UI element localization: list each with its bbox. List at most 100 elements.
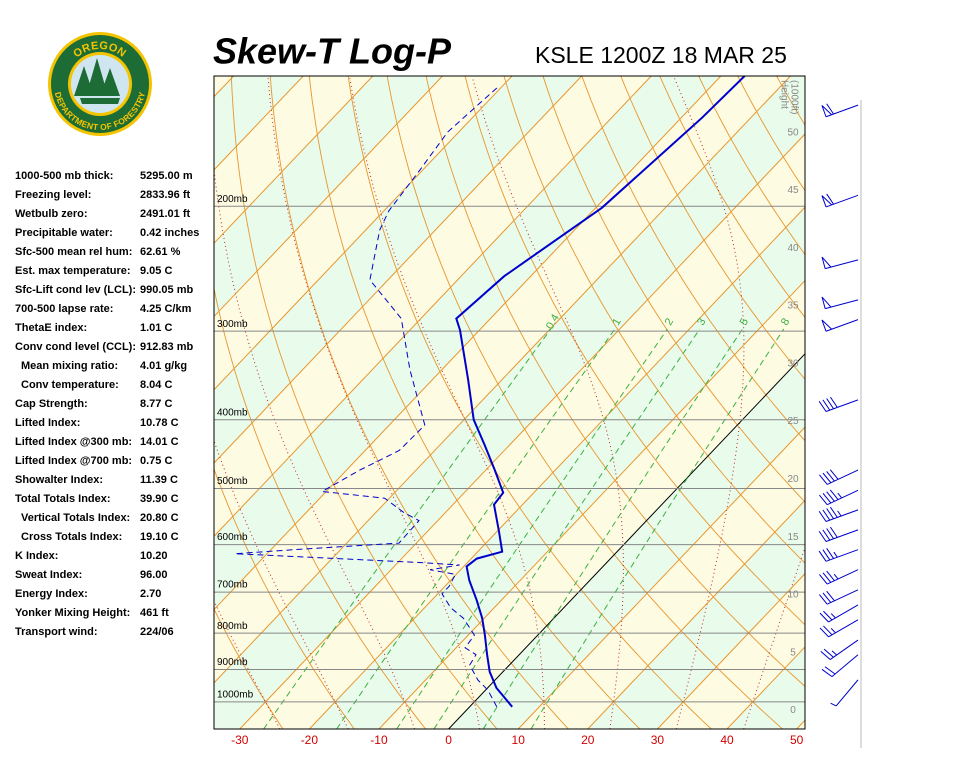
index-label: Showalter Index: bbox=[15, 474, 103, 486]
isotherm bbox=[214, 76, 652, 538]
index-value: 19.10 C bbox=[140, 531, 179, 543]
dry-adiabat bbox=[425, 76, 805, 687]
x-tick-label: 30 bbox=[651, 733, 665, 747]
y-tick-label: 400mb bbox=[217, 407, 248, 418]
x-tick-label: -20 bbox=[301, 733, 319, 747]
dry-adiabat bbox=[214, 608, 284, 729]
mixing-ratio-line bbox=[263, 328, 552, 729]
y2-tick-label: 15 bbox=[787, 532, 799, 543]
y2-tick-label: 25 bbox=[787, 416, 799, 427]
plot-area: 0.4 1 2 3 5 8 bbox=[214, 76, 960, 729]
isotherm bbox=[239, 133, 805, 729]
index-label: Energy Index: bbox=[15, 588, 88, 600]
wind-barb bbox=[821, 654, 859, 677]
index-value: 990.05 mb bbox=[140, 284, 193, 296]
temperature-band bbox=[214, 76, 805, 729]
y2-axis-label: Height bbox=[778, 80, 789, 109]
isotherm bbox=[936, 76, 960, 729]
dry-adiabat bbox=[932, 76, 960, 729]
wind-barb bbox=[819, 604, 859, 623]
moist-adiabat bbox=[349, 78, 545, 729]
wind-barb bbox=[821, 256, 859, 270]
y-tick-label: 200mb bbox=[217, 194, 248, 205]
dry-adiabat bbox=[308, 76, 641, 729]
index-value: 1.01 C bbox=[140, 322, 172, 334]
y2-tick-label: 35 bbox=[787, 301, 799, 312]
x-tick-label: -10 bbox=[370, 733, 388, 747]
dry-adiabat bbox=[347, 76, 712, 729]
dry-adiabat bbox=[269, 76, 569, 729]
x-tick-label: 40 bbox=[720, 733, 734, 747]
isotherm bbox=[657, 572, 805, 729]
temperature-band bbox=[657, 573, 805, 729]
index-label: Yonker Mixing Height: bbox=[15, 607, 130, 619]
index-label: Lifted Index: bbox=[15, 417, 80, 429]
mixing-ratio-line bbox=[396, 328, 668, 729]
dry-adiabat bbox=[464, 76, 805, 626]
y-tick-label: 1000mb bbox=[217, 690, 254, 701]
index-label: Total Totals Index: bbox=[15, 493, 111, 505]
index-value: 10.20 bbox=[140, 550, 168, 562]
wind-barb bbox=[818, 396, 859, 412]
x-tick-label: -30 bbox=[231, 733, 249, 747]
dry-adiabat bbox=[816, 76, 960, 729]
isotherm bbox=[309, 206, 805, 729]
index-label: 700-500 lapse rate: bbox=[15, 303, 113, 315]
y2-tick-label: 10 bbox=[787, 590, 799, 601]
wind-barb bbox=[821, 103, 859, 118]
dry-adiabat bbox=[620, 76, 805, 381]
index-label: Conv cond level (CCL): bbox=[15, 341, 136, 353]
mixing-ratio-line bbox=[336, 328, 616, 729]
logo: OREGON DEPARTMENT OF FORESTRY bbox=[48, 32, 152, 136]
index-value: 11.39 C bbox=[140, 474, 178, 486]
mixing-ratio-line bbox=[530, 328, 785, 729]
chart-subtitle: KSLE 1200Z 18 MAR 25 bbox=[535, 42, 787, 68]
index-label: Freezing level: bbox=[15, 189, 91, 201]
temperature-band bbox=[936, 76, 960, 729]
wind-barb bbox=[819, 619, 859, 638]
wind-barb bbox=[819, 489, 859, 506]
index-label: ThetaE index: bbox=[15, 322, 87, 334]
index-label: Transport wind: bbox=[15, 626, 98, 638]
index-label: 1000-500 mb thick: bbox=[15, 170, 113, 182]
wind-barb bbox=[818, 506, 859, 522]
mixing-ratio-label: 1 bbox=[610, 316, 623, 327]
wind-barb bbox=[830, 679, 859, 707]
isotherm bbox=[214, 76, 791, 684]
wind-barb bbox=[821, 296, 859, 310]
temperature-band bbox=[796, 720, 805, 729]
isotherm bbox=[587, 499, 805, 729]
index-value: 2833.96 ft bbox=[140, 189, 190, 201]
index-label: Wetbulb zero: bbox=[15, 208, 88, 220]
y2-tick-label: 40 bbox=[787, 243, 799, 254]
y2-tick-label: 5 bbox=[790, 647, 796, 658]
index-value: 14.01 C bbox=[140, 436, 179, 448]
index-value: 224/06 bbox=[140, 626, 174, 638]
x-tick-label: 0 bbox=[445, 733, 452, 747]
mixing-ratio-label: 5 bbox=[738, 316, 751, 327]
index-label: Sfc-500 mean rel hum: bbox=[15, 246, 132, 258]
index-label: Lifted Index @700 mb: bbox=[15, 455, 132, 467]
index-label: Conv temperature: bbox=[21, 379, 119, 391]
y-tick-label: 700mb bbox=[217, 580, 248, 591]
y2-tick-label: 50 bbox=[787, 127, 799, 138]
isotherm bbox=[517, 426, 805, 729]
dry-adiabat bbox=[503, 76, 805, 564]
index-label: Sweat Index: bbox=[15, 569, 82, 581]
isotherm bbox=[796, 719, 805, 729]
index-value: 2.70 bbox=[140, 588, 161, 600]
index-value: 4.01 g/kg bbox=[140, 360, 187, 372]
wind-barb bbox=[819, 569, 859, 585]
index-value: 5295.00 m bbox=[140, 170, 193, 182]
index-value: 20.80 C bbox=[140, 512, 179, 524]
index-label: Mean mixing ratio: bbox=[21, 360, 118, 372]
wind-barb bbox=[818, 526, 859, 542]
index-value: 0.42 inches bbox=[140, 227, 199, 239]
index-label: K Index: bbox=[15, 550, 58, 562]
temperature-band bbox=[214, 76, 304, 170]
indices: 1000-500 mb thick: 5295.00 m Freezing leve… bbox=[15, 170, 199, 638]
wind-barb bbox=[821, 193, 859, 208]
index-value: 461 ft bbox=[140, 607, 169, 619]
isotherm bbox=[214, 76, 443, 318]
